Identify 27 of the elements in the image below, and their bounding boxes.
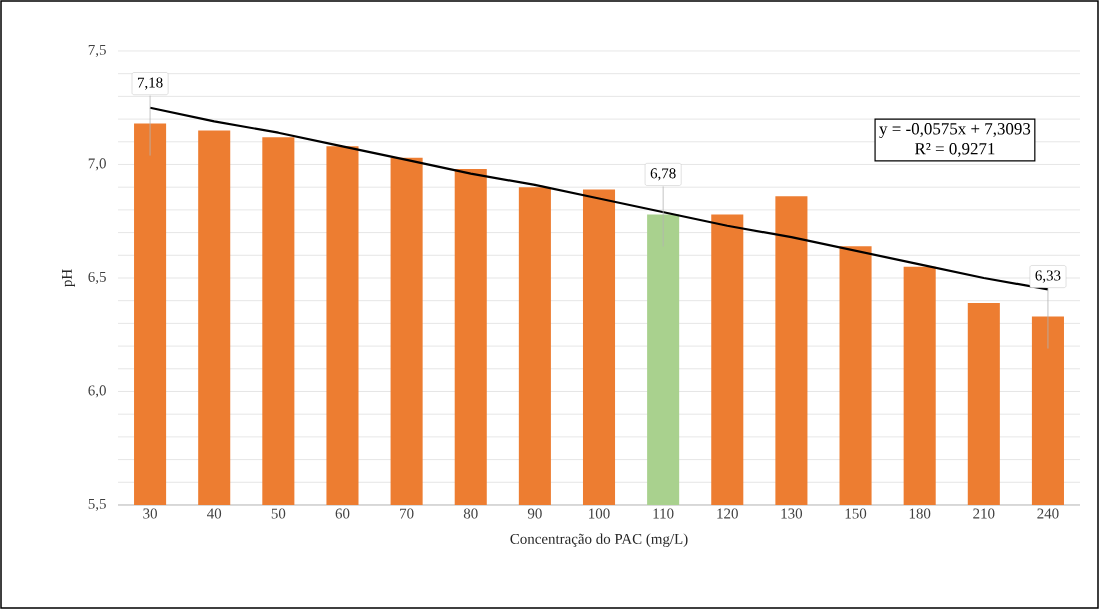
x-tick-label: 60 — [335, 508, 350, 519]
y-axis-title: pH — [62, 269, 75, 287]
x-tick-label: 130 — [781, 508, 803, 519]
x-tick-label: 50 — [271, 508, 286, 519]
annotation: R² = 0,9271 — [914, 142, 995, 157]
x-tick-label: 40 — [207, 508, 222, 519]
x-tick-label: 210 — [973, 508, 995, 519]
x-tick-label: 110 — [653, 508, 674, 519]
x-tick-label: 180 — [909, 508, 931, 519]
annotation: y = -0,0575x + 7,3093 — [879, 123, 1031, 138]
data-label: 6,78 — [650, 168, 676, 181]
x-tick-label: 100 — [589, 508, 610, 519]
x-tick-label: 90 — [527, 508, 542, 519]
x-tick-label: 70 — [400, 508, 414, 519]
y-tick-label: 7,5 — [88, 44, 106, 58]
y-tick-label: 6,5 — [88, 271, 106, 285]
data-label: 7,18 — [137, 77, 163, 90]
y-tick-label: 7,0 — [88, 158, 106, 171]
x-tick-label: 150 — [845, 508, 867, 519]
data-label: 6,33 — [1035, 270, 1061, 283]
x-tick-label: 80 — [463, 508, 478, 519]
x-tick-label: 240 — [1037, 508, 1059, 519]
x-axis-title: Concentração do PAC (mg/L) — [510, 533, 688, 548]
y-tick-label: 5,5 — [88, 498, 106, 512]
x-tick-label: 120 — [717, 508, 738, 519]
y-tick-label: 6,0 — [88, 385, 106, 398]
x-tick-label: 30 — [143, 508, 157, 519]
